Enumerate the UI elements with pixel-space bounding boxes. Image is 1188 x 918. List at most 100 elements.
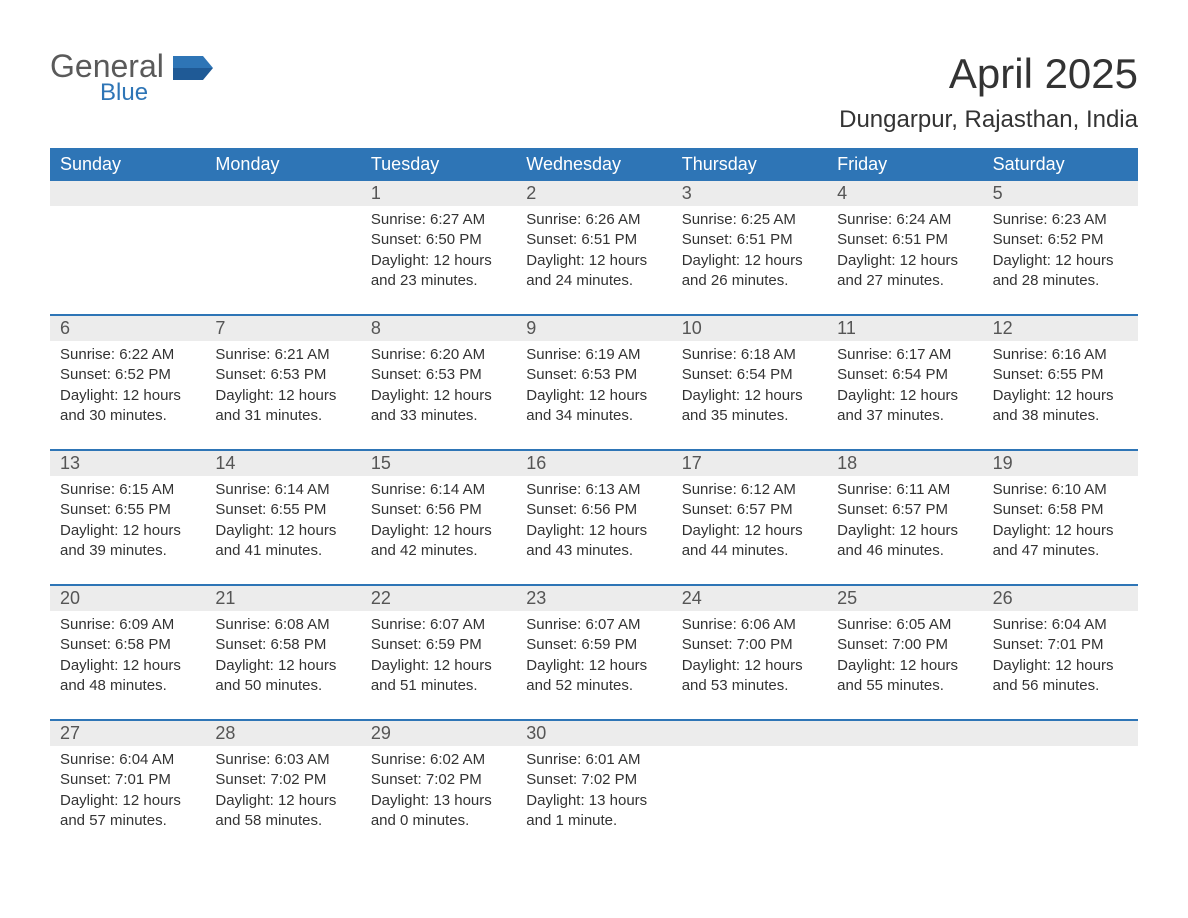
sunset-text: Sunset: 7:02 PM <box>371 770 506 790</box>
day-content: Sunrise: 6:23 AMSunset: 6:52 PMDaylight:… <box>983 206 1138 314</box>
day-number: 17 <box>672 451 827 476</box>
sunrise-text: Sunrise: 6:05 AM <box>837 615 972 635</box>
day-content: Sunrise: 6:22 AMSunset: 6:52 PMDaylight:… <box>50 341 205 449</box>
sunset-text: Sunset: 7:00 PM <box>837 635 972 655</box>
day-number: 26 <box>983 586 1138 611</box>
sunset-text: Sunset: 6:57 PM <box>682 500 817 520</box>
day-content: Sunrise: 6:01 AMSunset: 7:02 PMDaylight:… <box>516 746 671 854</box>
day-content: Sunrise: 6:03 AMSunset: 7:02 PMDaylight:… <box>205 746 360 854</box>
day-content: Sunrise: 6:05 AMSunset: 7:00 PMDaylight:… <box>827 611 982 719</box>
day-content: Sunrise: 6:07 AMSunset: 6:59 PMDaylight:… <box>361 611 516 719</box>
daylight-text: Daylight: 13 hours and 1 minute. <box>526 791 661 832</box>
sunrise-text: Sunrise: 6:15 AM <box>60 480 195 500</box>
day-content: Sunrise: 6:06 AMSunset: 7:00 PMDaylight:… <box>672 611 827 719</box>
calendar: Sunday Monday Tuesday Wednesday Thursday… <box>50 148 1138 854</box>
day-content <box>827 746 982 854</box>
sunset-text: Sunset: 6:53 PM <box>371 365 506 385</box>
daylight-text: Daylight: 13 hours and 0 minutes. <box>371 791 506 832</box>
day-number: 2 <box>516 181 671 206</box>
content-row: Sunrise: 6:27 AMSunset: 6:50 PMDaylight:… <box>50 206 1138 314</box>
day-content: Sunrise: 6:15 AMSunset: 6:55 PMDaylight:… <box>50 476 205 584</box>
day-content: Sunrise: 6:02 AMSunset: 7:02 PMDaylight:… <box>361 746 516 854</box>
daylight-text: Daylight: 12 hours and 26 minutes. <box>682 251 817 292</box>
week-block: 27282930Sunrise: 6:04 AMSunset: 7:01 PMD… <box>50 719 1138 854</box>
sunset-text: Sunset: 6:56 PM <box>371 500 506 520</box>
day-number <box>672 721 827 746</box>
day-number: 5 <box>983 181 1138 206</box>
sunset-text: Sunset: 6:54 PM <box>682 365 817 385</box>
day-number: 4 <box>827 181 982 206</box>
day-content: Sunrise: 6:20 AMSunset: 6:53 PMDaylight:… <box>361 341 516 449</box>
daylight-text: Daylight: 12 hours and 56 minutes. <box>993 656 1128 697</box>
day-number: 16 <box>516 451 671 476</box>
sunset-text: Sunset: 6:58 PM <box>993 500 1128 520</box>
sunset-text: Sunset: 6:51 PM <box>682 230 817 250</box>
sunrise-text: Sunrise: 6:12 AM <box>682 480 817 500</box>
sunrise-text: Sunrise: 6:13 AM <box>526 480 661 500</box>
weekday-header-row: Sunday Monday Tuesday Wednesday Thursday… <box>50 148 1138 181</box>
sunrise-text: Sunrise: 6:16 AM <box>993 345 1128 365</box>
day-content: Sunrise: 6:10 AMSunset: 6:58 PMDaylight:… <box>983 476 1138 584</box>
day-content: Sunrise: 6:14 AMSunset: 6:56 PMDaylight:… <box>361 476 516 584</box>
daylight-text: Daylight: 12 hours and 53 minutes. <box>682 656 817 697</box>
day-content: Sunrise: 6:16 AMSunset: 6:55 PMDaylight:… <box>983 341 1138 449</box>
daylight-text: Daylight: 12 hours and 44 minutes. <box>682 521 817 562</box>
day-content: Sunrise: 6:13 AMSunset: 6:56 PMDaylight:… <box>516 476 671 584</box>
sunrise-text: Sunrise: 6:03 AM <box>215 750 350 770</box>
daylight-text: Daylight: 12 hours and 48 minutes. <box>60 656 195 697</box>
daynum-row: 13141516171819 <box>50 451 1138 476</box>
day-number: 9 <box>516 316 671 341</box>
day-number: 1 <box>361 181 516 206</box>
sunrise-text: Sunrise: 6:06 AM <box>682 615 817 635</box>
daynum-row: 6789101112 <box>50 316 1138 341</box>
day-content <box>205 206 360 314</box>
daylight-text: Daylight: 12 hours and 47 minutes. <box>993 521 1128 562</box>
daylight-text: Daylight: 12 hours and 52 minutes. <box>526 656 661 697</box>
week-block: 20212223242526Sunrise: 6:09 AMSunset: 6:… <box>50 584 1138 719</box>
day-content <box>983 746 1138 854</box>
day-number <box>205 181 360 206</box>
daylight-text: Daylight: 12 hours and 27 minutes. <box>837 251 972 292</box>
sunset-text: Sunset: 6:56 PM <box>526 500 661 520</box>
sunrise-text: Sunrise: 6:25 AM <box>682 210 817 230</box>
day-content: Sunrise: 6:12 AMSunset: 6:57 PMDaylight:… <box>672 476 827 584</box>
day-number: 13 <box>50 451 205 476</box>
day-number: 3 <box>672 181 827 206</box>
daylight-text: Daylight: 12 hours and 30 minutes. <box>60 386 195 427</box>
sunrise-text: Sunrise: 6:18 AM <box>682 345 817 365</box>
daylight-text: Daylight: 12 hours and 38 minutes. <box>993 386 1128 427</box>
logo: General Blue <box>50 50 213 107</box>
day-number: 12 <box>983 316 1138 341</box>
daylight-text: Daylight: 12 hours and 37 minutes. <box>837 386 972 427</box>
sunset-text: Sunset: 6:52 PM <box>993 230 1128 250</box>
day-content: Sunrise: 6:21 AMSunset: 6:53 PMDaylight:… <box>205 341 360 449</box>
daylight-text: Daylight: 12 hours and 33 minutes. <box>371 386 506 427</box>
day-number: 28 <box>205 721 360 746</box>
sunset-text: Sunset: 6:55 PM <box>993 365 1128 385</box>
sunset-text: Sunset: 6:55 PM <box>60 500 195 520</box>
day-content: Sunrise: 6:18 AMSunset: 6:54 PMDaylight:… <box>672 341 827 449</box>
daylight-text: Daylight: 12 hours and 28 minutes. <box>993 251 1128 292</box>
daylight-text: Daylight: 12 hours and 46 minutes. <box>837 521 972 562</box>
day-number: 29 <box>361 721 516 746</box>
content-row: Sunrise: 6:22 AMSunset: 6:52 PMDaylight:… <box>50 341 1138 449</box>
daynum-row: 12345 <box>50 181 1138 206</box>
weekday-thu: Thursday <box>672 148 827 181</box>
day-number: 25 <box>827 586 982 611</box>
sunset-text: Sunset: 6:54 PM <box>837 365 972 385</box>
daynum-row: 20212223242526 <box>50 586 1138 611</box>
sunrise-text: Sunrise: 6:01 AM <box>526 750 661 770</box>
content-row: Sunrise: 6:04 AMSunset: 7:01 PMDaylight:… <box>50 746 1138 854</box>
week-block: 13141516171819Sunrise: 6:15 AMSunset: 6:… <box>50 449 1138 584</box>
sunrise-text: Sunrise: 6:07 AM <box>371 615 506 635</box>
daylight-text: Daylight: 12 hours and 41 minutes. <box>215 521 350 562</box>
month-title: April 2025 <box>839 50 1138 98</box>
day-number <box>983 721 1138 746</box>
sunset-text: Sunset: 7:02 PM <box>526 770 661 790</box>
sunrise-text: Sunrise: 6:23 AM <box>993 210 1128 230</box>
day-number: 19 <box>983 451 1138 476</box>
sunrise-text: Sunrise: 6:07 AM <box>526 615 661 635</box>
sunset-text: Sunset: 6:55 PM <box>215 500 350 520</box>
day-content: Sunrise: 6:27 AMSunset: 6:50 PMDaylight:… <box>361 206 516 314</box>
week-block: 6789101112Sunrise: 6:22 AMSunset: 6:52 P… <box>50 314 1138 449</box>
